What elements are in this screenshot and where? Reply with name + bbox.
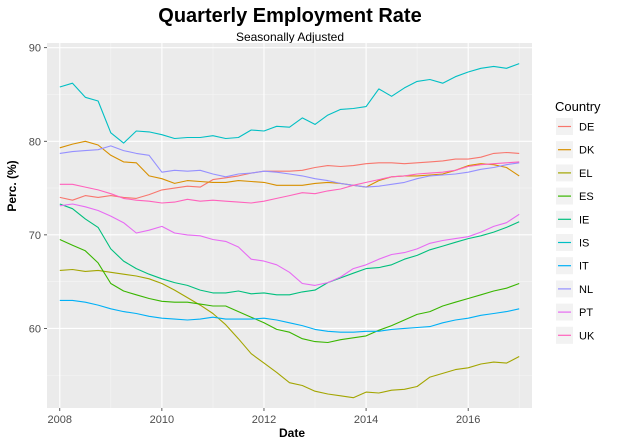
x-axis: 2008 2010 2012 2014 2016 (48, 408, 480, 426)
legend-label-pt: PT (579, 307, 593, 319)
series-line-uk (59, 161, 520, 204)
series-line-it (59, 299, 520, 333)
y-axis: 60 70 80 90 (29, 43, 47, 335)
legend-label-es: ES (579, 191, 594, 203)
minor-grid (47, 43, 532, 408)
chart-title: Quarterly Employment Rate (158, 5, 421, 27)
legend-label-uk: UK (579, 330, 595, 342)
series-line-is (59, 63, 520, 144)
legend-label-nl: NL (579, 284, 593, 296)
major-grid (47, 43, 532, 408)
x-tick-label: 2010 (150, 414, 174, 426)
y-tick-label: 60 (29, 323, 41, 335)
legend: Country DE DK EL ES IE IS IT NL PT UK (555, 99, 601, 344)
legend-label-is: IS (579, 238, 589, 250)
series-line-nl (59, 145, 520, 188)
legend-label-dk: DK (579, 145, 595, 157)
legend-title: Country (555, 99, 601, 114)
plot-panel (47, 43, 532, 408)
legend-label-it: IT (579, 261, 589, 273)
chart-subtitle: Seasonally Adjusted (236, 30, 344, 44)
y-axis-title: Perc. (%) (5, 160, 19, 211)
series-lines (59, 63, 520, 399)
series-line-es (59, 238, 520, 344)
legend-label-ie: IE (579, 214, 589, 226)
y-tick-label: 80 (29, 136, 41, 148)
series-line-el (59, 268, 520, 399)
y-tick-label: 70 (29, 230, 41, 242)
series-line-ie (59, 203, 520, 296)
series-line-de (59, 151, 520, 201)
legend-label-de: DE (579, 122, 594, 134)
x-tick-label: 2016 (456, 414, 480, 426)
y-tick-label: 90 (29, 43, 41, 55)
x-axis-title: Date (279, 426, 305, 440)
x-tick-label: 2012 (252, 414, 276, 426)
x-tick-label: 2014 (354, 414, 378, 426)
x-tick-label: 2008 (48, 414, 72, 426)
legend-label-el: EL (579, 168, 592, 180)
series-line-dk (59, 140, 520, 188)
series-line-pt (59, 203, 520, 286)
